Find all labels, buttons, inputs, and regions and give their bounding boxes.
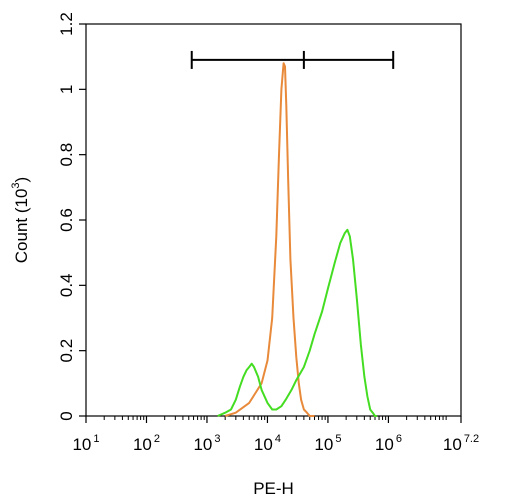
x-tick-label: 10 7.2 [443,433,479,454]
x-tick-label: 10 2 [133,433,160,454]
y-tick-label: 0.2 [57,339,76,363]
x-tick-label: 10 1 [72,433,99,454]
y-tick-label: 0.8 [57,143,76,167]
x-axis-title: PE-H [253,479,294,498]
x-tick-label: 10 5 [314,433,341,454]
y-tick-label: 0 [57,411,76,420]
y-tick-label: 1 [57,85,76,94]
y-tick-label: 0.4 [57,274,76,298]
y-tick-label: 0.6 [57,208,76,232]
y-axis-title: Count (103) [10,177,31,263]
x-tick-label: 10 4 [254,433,281,454]
series-line-2 [217,228,378,417]
y-axis-ticks: 0 0.2 0.4 0.6 0.8 1 1.2 [57,12,86,421]
gate-marker [190,50,395,69]
y-tick-label: 1.2 [57,12,76,36]
x-tick-label: 10 3 [193,433,220,454]
series-line-1 [224,62,315,417]
x-tick-label: 10 6 [375,433,402,454]
series-layer [217,62,378,417]
x-axis-ticks: 10 1 10 2 10 3 10 4 10 5 10 6 10 7.2 [72,416,479,454]
plot-area-frame [85,23,462,417]
